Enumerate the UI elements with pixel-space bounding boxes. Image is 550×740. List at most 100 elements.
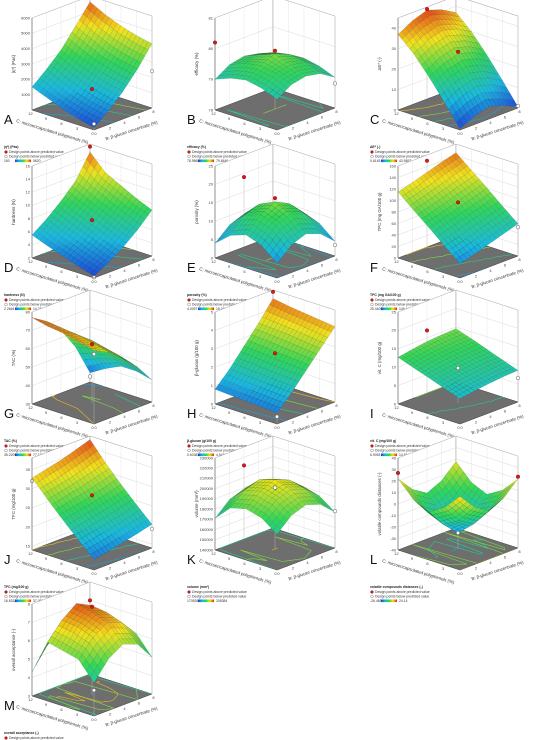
- z-tick-label: 5: [211, 237, 214, 242]
- design-point-below: [149, 69, 154, 74]
- x-tick-label: 4: [489, 120, 492, 125]
- z-tick-label: 15: [392, 346, 397, 351]
- legend-above-label: Design points above predicted value: [375, 590, 430, 594]
- design-point-below: [91, 688, 96, 693]
- legend-title: efficacy (%): [187, 145, 206, 149]
- z-tick-label: 6: [28, 229, 31, 234]
- z-tick-label: 20: [209, 182, 214, 187]
- legend-color-bar: [198, 159, 214, 163]
- x-tick-label: 0: [94, 717, 97, 722]
- z-tick-label: 40: [392, 455, 397, 460]
- z-tick-label: 3000: [21, 61, 31, 66]
- z-tick-label: 4: [28, 675, 31, 680]
- x-tick-label: 2: [109, 126, 112, 131]
- y-tick-label: 6: [60, 415, 63, 420]
- x-tick-label: 6: [504, 555, 507, 560]
- z-tick-label: 140: [389, 175, 396, 180]
- legend-below-label: Design points below predicted value: [192, 595, 246, 599]
- y-axis-line: [31, 109, 95, 131]
- legend-marker-below: [187, 594, 191, 599]
- design-point-below: [91, 352, 96, 357]
- legend-color-bar: [198, 307, 214, 311]
- legend-above-label: Design points above predicted value: [9, 298, 64, 302]
- legend-marker-above: [4, 298, 8, 302]
- legend-above-label: Design points above predicted value: [9, 736, 64, 740]
- wall-gridline: [31, 289, 153, 313]
- y-tick-label: 9: [411, 556, 414, 561]
- z-axis-title: efficacy (%): [194, 52, 199, 75]
- design-point-above: [242, 175, 247, 180]
- panel-letter: M: [4, 698, 15, 713]
- legend-color-bar: [15, 159, 31, 163]
- y-tick-label: 12: [211, 551, 216, 556]
- x-tick-label: 0: [94, 279, 97, 284]
- z-tick-label: 16: [26, 163, 31, 168]
- legend-marker-above: [370, 298, 374, 302]
- panel-letter: L: [370, 552, 377, 567]
- z-tick-label: 140000: [200, 547, 214, 552]
- z-tick-label: 10: [209, 219, 214, 224]
- z-tick-label: 8: [28, 216, 31, 221]
- y-tick-label: 9: [45, 116, 48, 121]
- design-point-below: [515, 103, 520, 108]
- legend-title: vit. C (mg/100 g): [370, 439, 396, 443]
- y-tick-label: 9: [228, 116, 231, 121]
- z-axis-title: porosity (%): [194, 200, 199, 224]
- panel-letter: I: [370, 406, 374, 421]
- y-axis-line: [214, 109, 278, 131]
- x-tick-label: 2: [109, 274, 112, 279]
- z-tick-label: 30: [26, 486, 31, 491]
- design-point-above: [425, 7, 430, 12]
- y-axis-line: [214, 403, 278, 425]
- wall-gridline: [214, 446, 336, 469]
- z-tick-label: 0: [394, 255, 397, 260]
- x-tick-label: 8: [152, 109, 155, 114]
- y-tick-label: 0: [91, 131, 94, 136]
- z-axis-title: hardness (N): [11, 199, 16, 225]
- design-point-above: [89, 87, 94, 92]
- legend-title: β-glucan (g/100 g): [187, 439, 216, 443]
- response-surface: [214, 298, 336, 414]
- z-tick-label: 79: [209, 77, 214, 82]
- legend-title: |η*| (Pas): [4, 145, 19, 149]
- z-tick-label: 120: [389, 186, 396, 191]
- y-tick-label: 6: [426, 121, 429, 126]
- z-tick-label: 0: [394, 501, 397, 506]
- z-tick-label: 81: [209, 15, 214, 20]
- x-tick-label: 6: [138, 115, 141, 120]
- design-point-below: [455, 366, 460, 371]
- wall-gridline: [214, 26, 336, 49]
- x-tick-label: 4: [306, 268, 309, 273]
- wall-gridline: [214, 456, 336, 479]
- legend-min: 2.2664: [4, 307, 14, 311]
- y-tick-label: 12: [211, 405, 216, 410]
- x-tick-label: 2: [292, 566, 295, 571]
- floor-contour: [48, 681, 138, 710]
- wall-gridline: [214, 162, 336, 185]
- legend-max: 5620: [33, 159, 41, 163]
- z-tick-label: 210000: [200, 476, 214, 481]
- wall-gridline: [214, 476, 336, 500]
- z-tick-label: 25: [209, 163, 214, 168]
- legend-marker-above: [370, 444, 374, 448]
- legend-max: 208384: [216, 599, 227, 603]
- z-tick-label: 10: [392, 87, 397, 92]
- response-surface: [397, 9, 519, 129]
- wall-gridline: [214, 143, 336, 167]
- legend-min: 6.9053: [370, 453, 380, 457]
- wall-gridline: [214, 466, 336, 489]
- response-surface: [31, 317, 153, 380]
- y-tick-label: 12: [394, 405, 399, 410]
- legend-marker-above: [187, 444, 191, 448]
- floor-contour: [433, 253, 512, 270]
- surface-cell: [272, 92, 281, 100]
- y-axis-line: [214, 549, 278, 571]
- legend-marker-below: [370, 154, 374, 159]
- legend-below-label: Design points below predicted value: [375, 449, 429, 453]
- z-tick-label: 40: [392, 26, 397, 31]
- z-tick-label: 80: [209, 46, 214, 51]
- design-point-above: [242, 463, 247, 468]
